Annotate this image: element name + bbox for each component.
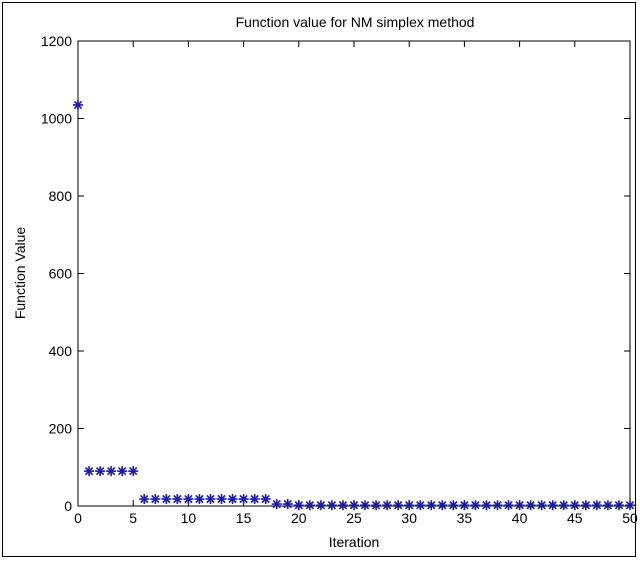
data-point (304, 500, 315, 511)
x-tick-label: 40 (512, 510, 528, 526)
data-point (558, 500, 569, 511)
y-tick-label: 600 (49, 266, 73, 282)
data-point (238, 494, 249, 505)
data-point (426, 500, 437, 511)
data-point (293, 500, 304, 511)
data-point (437, 500, 448, 511)
data-point (404, 500, 415, 511)
data-point (150, 494, 161, 505)
data-point (393, 500, 404, 511)
data-point (349, 500, 359, 511)
data-point (525, 500, 536, 511)
x-tick-label: 0 (74, 510, 82, 526)
x-tick-label: 30 (401, 510, 417, 526)
data-point (569, 500, 580, 511)
data-point (194, 494, 205, 505)
y-tick-label: 1200 (41, 33, 72, 49)
x-tick-label: 50 (622, 510, 638, 526)
plot-area (77, 40, 631, 507)
data-point (613, 500, 624, 511)
data-point (591, 500, 602, 511)
data-point (117, 466, 128, 477)
data-point (602, 500, 613, 511)
data-point (459, 500, 470, 511)
data-point (547, 500, 558, 511)
x-tick-label: 15 (236, 510, 252, 526)
data-point (84, 466, 95, 477)
data-point (282, 499, 293, 510)
x-axis-label: Iteration (329, 534, 380, 550)
data-point (249, 494, 260, 505)
data-point (514, 500, 525, 511)
data-point (625, 500, 635, 511)
x-tick-label: 20 (291, 510, 307, 526)
data-point (260, 494, 271, 505)
data-point (481, 500, 492, 511)
data-point (503, 500, 514, 511)
data-point (216, 494, 227, 505)
data-point (271, 499, 282, 510)
x-tick-label: 5 (129, 510, 137, 526)
data-point (161, 494, 172, 505)
data-point (470, 500, 481, 511)
data-point (227, 494, 238, 505)
data-point (183, 494, 194, 505)
y-tick-label: 1000 (41, 111, 72, 127)
x-tick-label: 10 (181, 510, 197, 526)
data-point (415, 500, 426, 511)
y-tick-label: 400 (49, 343, 73, 359)
y-axis-label: Function Value (12, 227, 28, 320)
data-point (337, 500, 348, 511)
data-point (205, 494, 216, 505)
data-point (536, 500, 547, 511)
data-point (448, 500, 459, 511)
data-point (128, 466, 139, 477)
data-point (106, 466, 117, 477)
x-tick-label: 35 (457, 510, 473, 526)
data-point (371, 500, 382, 511)
data-point (492, 500, 503, 511)
data-point (382, 500, 393, 511)
data-point (580, 500, 591, 511)
x-tick-label: 25 (346, 510, 362, 526)
data-point (172, 494, 183, 505)
data-point (326, 500, 337, 511)
data-point (315, 500, 326, 511)
x-tick-label: 45 (567, 510, 583, 526)
y-tick-label: 0 (64, 498, 72, 514)
data-point (360, 500, 371, 511)
data-point (73, 99, 83, 110)
y-tick-label: 200 (49, 421, 73, 437)
data-point (95, 466, 106, 477)
data-point (139, 494, 150, 505)
chart-title: Function value for NM simplex method (236, 14, 475, 30)
y-tick-label: 800 (49, 188, 73, 204)
